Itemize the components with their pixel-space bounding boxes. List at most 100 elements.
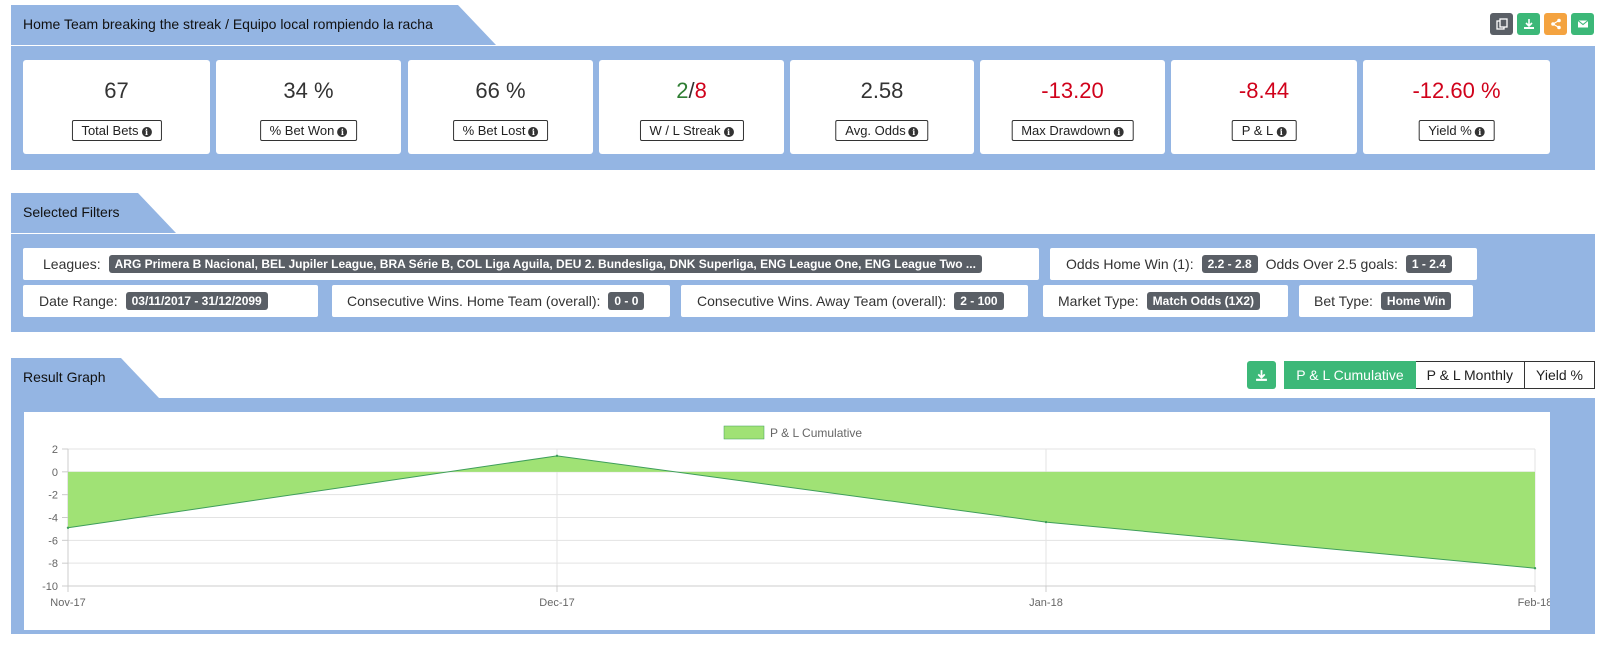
y-tick-label: 0 <box>52 467 58 479</box>
filter-value: 2 - 100 <box>954 292 1004 310</box>
stat-avg-odds: 2.58 Avg. Odds i <box>790 60 974 154</box>
filter-label: Market Type: <box>1058 293 1139 309</box>
filter-value: 1 - 2.4 <box>1405 255 1452 273</box>
stat-wl-streak: 2/8 W / L Streak i <box>599 60 784 154</box>
chart-container: 2 0 -2 -4 -6 -8 -10 Nov-17 Dec-17 Jan-18 Feb-18 P &… <box>24 412 1550 630</box>
filter-label: Leagues: <box>43 256 101 272</box>
envelope-icon[interactable] <box>1571 13 1594 35</box>
streak-separator: / <box>688 78 695 103</box>
stat-label-button[interactable]: W / L Streak i <box>639 120 744 141</box>
stat-label-text: % Bet Lost <box>462 123 526 138</box>
stat-label-button[interactable]: Yield % i <box>1418 120 1495 141</box>
filter-date-range: Date Range: 03/11/2017 - 31/12/2099 <box>23 285 318 317</box>
filters-title: Selected Filters <box>23 204 120 220</box>
stat-label-button[interactable]: Avg. Odds i <box>835 120 929 141</box>
y-tick-label: 2 <box>52 444 58 456</box>
filter-leagues: Leagues: ARG Primera B Nacional, BEL Jup… <box>23 248 1039 280</box>
x-tick-label: Nov-17 <box>50 597 85 609</box>
stat-value: 67 <box>104 78 129 103</box>
filter-value: Match Odds (1X2) <box>1146 292 1261 310</box>
x-tick-label: Feb-18 <box>1518 597 1550 609</box>
legend-swatch <box>723 425 765 440</box>
series-line <box>67 455 1536 569</box>
stat-value: 34 % <box>283 78 334 103</box>
info-icon: i <box>1276 127 1287 137</box>
tab-yield[interactable]: Yield % <box>1525 361 1595 389</box>
filters-header: Selected Filters <box>11 193 176 233</box>
tab-pnl-cumulative[interactable]: P & L Cumulative <box>1284 361 1416 389</box>
graph-toolbar: P & L Cumulative P & L Monthly Yield % <box>1247 361 1595 389</box>
stats-panel: 67 Total Bets i 34 % % Bet Won i 66 % % Be… <box>11 46 1595 170</box>
y-tick-label: -2 <box>48 490 58 502</box>
x-tick-label: Dec-17 <box>539 597 574 609</box>
data-point <box>1044 520 1048 524</box>
stat-label-button[interactable]: % Bet Lost i <box>452 120 549 141</box>
stat-value: 66 % <box>475 78 526 103</box>
filter-label: Odds Over 2.5 goals: <box>1265 256 1398 272</box>
info-icon: i <box>908 127 919 137</box>
stat-value: 2.58 <box>860 78 904 103</box>
filter-odds: Odds Home Win (1): 2.2 - 2.8 Odds Over 2… <box>1050 248 1477 280</box>
stat-label-text: Total Bets <box>81 123 139 138</box>
stat-label-text: % Bet Won <box>269 123 335 138</box>
stat-value: -13.20 <box>1041 78 1104 103</box>
y-tick-label: -6 <box>48 535 58 547</box>
stat-label-text: P & L <box>1241 123 1274 138</box>
summary-title: Home Team breaking the streak / Equipo l… <box>23 16 433 32</box>
stat-label-button[interactable]: Max Drawdown i <box>1011 120 1134 141</box>
graph-panel: 2 0 -2 -4 -6 -8 -10 Nov-17 Dec-17 Jan-18 Feb-18 P &… <box>11 398 1595 634</box>
stat-yield: -12.60 % Yield % i <box>1363 60 1550 154</box>
download-icon <box>1256 369 1268 381</box>
filter-market-type: Market Type: Match Odds (1X2) <box>1043 285 1288 317</box>
summary-actions <box>1490 13 1594 35</box>
stat-value: -12.60 % <box>1412 78 1501 103</box>
stat-bet-won: 34 % % Bet Won i <box>216 60 401 154</box>
filter-label: Date Range: <box>39 293 118 309</box>
filter-value: Home Win <box>1380 292 1452 310</box>
filter-label: Bet Type: <box>1314 293 1373 309</box>
share-icon[interactable] <box>1544 13 1567 35</box>
stat-label-button[interactable]: % Bet Won i <box>259 120 358 141</box>
download-chart-button[interactable] <box>1247 361 1277 389</box>
stat-bet-lost: 66 % % Bet Lost i <box>408 60 593 154</box>
filter-value: 03/11/2017 - 31/12/2099 <box>125 292 268 310</box>
filter-cons-away: Consecutive Wins. Away Team (overall): 2… <box>681 285 1028 317</box>
tab-pnl-monthly[interactable]: P & L Monthly <box>1415 361 1526 389</box>
summary-header: Home Team breaking the streak / Equipo l… <box>11 5 496 45</box>
stat-label-text: Max Drawdown <box>1021 123 1111 138</box>
filter-label: Consecutive Wins. Away Team (overall): <box>697 293 947 309</box>
stat-total-bets: 67 Total Bets i <box>23 60 210 154</box>
x-tick-label: Jan-18 <box>1029 597 1063 609</box>
info-icon: i <box>1474 127 1485 137</box>
stat-label-text: Avg. Odds <box>845 123 906 138</box>
info-icon: i <box>723 127 734 137</box>
info-icon: i <box>528 127 539 137</box>
y-tick-label: -10 <box>42 581 58 593</box>
stat-max-drawdown: -13.20 Max Drawdown i <box>980 60 1165 154</box>
filter-value: 2.2 - 2.8 <box>1201 255 1258 273</box>
data-point <box>66 526 70 529</box>
data-point <box>555 454 559 458</box>
copy-icon[interactable] <box>1490 13 1513 35</box>
download-icon[interactable] <box>1517 13 1540 35</box>
filter-bet-type: Bet Type: Home Win <box>1299 285 1473 317</box>
win-streak-value: 2 <box>676 78 689 103</box>
filter-value: ARG Primera B Nacional, BEL Jupiler Leag… <box>108 255 982 273</box>
filter-label: Odds Home Win (1): <box>1066 256 1194 272</box>
data-point <box>1533 566 1537 570</box>
legend-label: P & L Cumulative <box>770 426 862 440</box>
filters-panel: Leagues: ARG Primera B Nacional, BEL Jup… <box>11 234 1595 332</box>
loss-streak-value: 8 <box>694 78 707 103</box>
series-area <box>68 455 1535 569</box>
info-icon: i <box>337 127 348 137</box>
stat-value: 2/8 <box>599 78 784 104</box>
stat-label-button[interactable]: Total Bets i <box>71 120 162 141</box>
pnl-chart: 2 0 -2 -4 -6 -8 -10 Nov-17 Dec-17 Jan-18 Feb-18 P &… <box>42 425 1550 609</box>
info-icon: i <box>141 127 152 137</box>
filter-value: 0 - 0 <box>608 292 645 310</box>
stat-label-text: W / L Streak <box>649 123 721 138</box>
graph-header: Result Graph <box>11 358 159 398</box>
stat-value: -8.44 <box>1238 78 1290 103</box>
